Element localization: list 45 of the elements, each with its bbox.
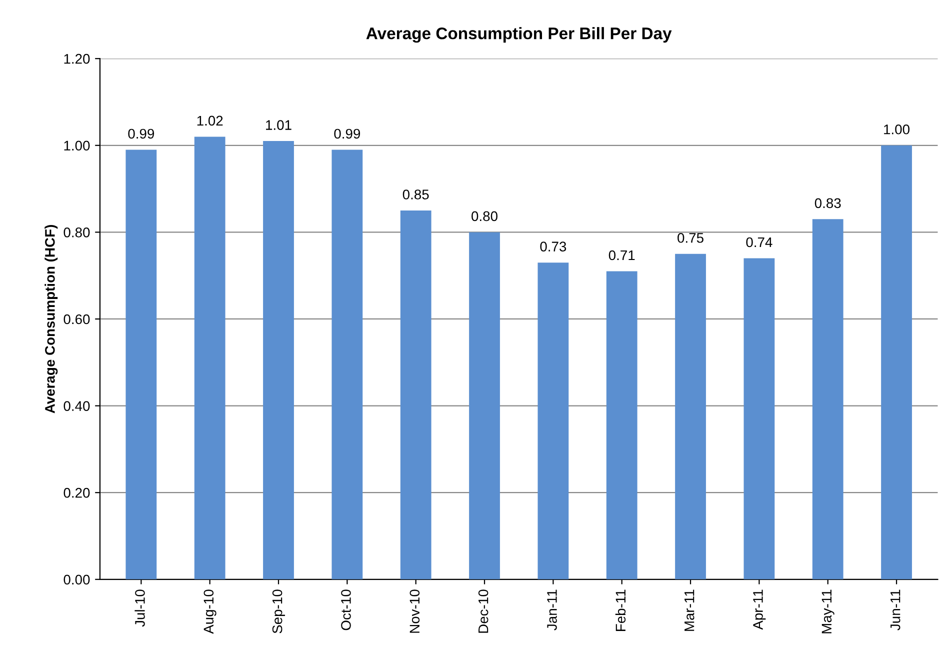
data-label: 1.01 (266, 120, 292, 130)
bar (606, 271, 638, 580)
bar (881, 145, 912, 580)
data-label: 1.02 (197, 116, 223, 126)
bar (675, 254, 706, 580)
y-tick-label: 1.20 (64, 54, 90, 64)
x-tick-label: Jan-11 (547, 590, 557, 630)
bar (126, 150, 157, 580)
y-tick-label: 0.00 (64, 574, 90, 585)
x-tick-label: Dec-10 (478, 590, 488, 633)
data-label: 0.80 (472, 211, 498, 222)
x-tick-label: Feb-11 (615, 590, 626, 631)
y-tick-label: 1.00 (64, 140, 90, 151)
x-tick-label: Mar-11 (684, 590, 694, 631)
y-tick-label: 0.60 (64, 314, 90, 324)
x-tick-label: Sep-10 (272, 590, 285, 634)
y-axis-title: Average Consumption (HCF) (44, 225, 58, 414)
bar (744, 258, 775, 580)
data-label: 0.85 (402, 190, 429, 200)
x-tick-label: Oct-10 (341, 590, 351, 630)
data-label: 0.71 (608, 250, 635, 260)
chart-title: Average Consumption Per Bill Per Day (366, 27, 672, 43)
data-label: 0.99 (334, 128, 360, 139)
x-tick-label: Nov-10 (410, 590, 420, 633)
bar (400, 210, 432, 580)
bar (194, 136, 226, 580)
x-tick-label: Jun-11 (890, 590, 900, 630)
data-label: 0.83 (814, 198, 841, 208)
bar (263, 141, 294, 580)
x-tick-label: May-11 (822, 590, 834, 634)
data-label: 0.75 (678, 232, 704, 243)
x-tick-label: Aug-10 (204, 590, 216, 634)
y-tick-label: 0.40 (64, 401, 90, 411)
y-tick-label: 0.80 (64, 228, 90, 238)
y-tick-label: 0.20 (64, 488, 90, 498)
data-label: 0.99 (128, 128, 154, 139)
data-label: 0.74 (746, 237, 772, 248)
bar (812, 219, 844, 580)
data-label: 1.00 (884, 124, 910, 134)
bar (469, 232, 500, 580)
bar (538, 262, 569, 580)
bar (332, 150, 363, 580)
data-label: 0.73 (540, 242, 566, 252)
x-tick-label: Jul-10 (134, 590, 145, 627)
x-tick-label: Apr-11 (753, 590, 766, 630)
